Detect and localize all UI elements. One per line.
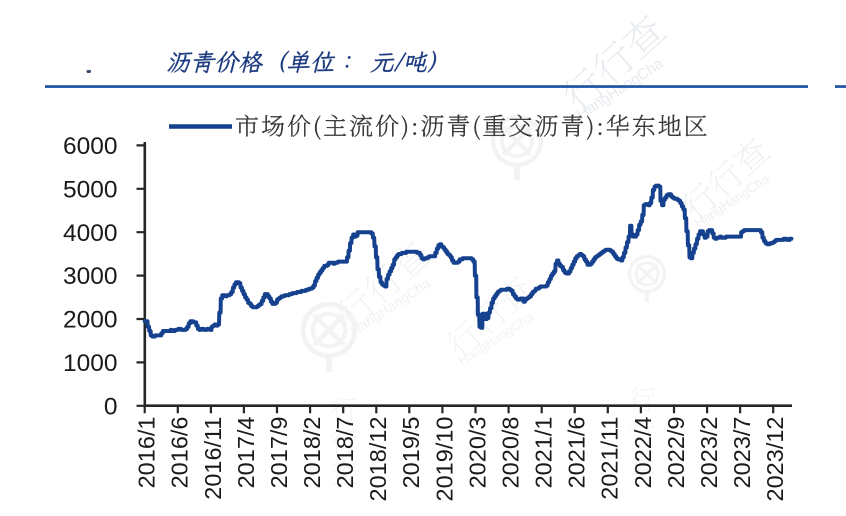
svg-text:0: 0 xyxy=(104,393,118,420)
svg-text:6000: 6000 xyxy=(63,133,118,160)
svg-text:2020/8: 2020/8 xyxy=(498,417,524,489)
svg-text:2018/7: 2018/7 xyxy=(332,417,358,489)
svg-text:2018/2: 2018/2 xyxy=(299,417,325,489)
svg-text:2023/2: 2023/2 xyxy=(696,417,722,489)
svg-text:2019/10: 2019/10 xyxy=(431,417,457,502)
svg-text:2000: 2000 xyxy=(63,307,118,334)
svg-text:2020/3: 2020/3 xyxy=(464,417,490,489)
svg-text:2022/9: 2022/9 xyxy=(663,417,689,489)
svg-text:2017/9: 2017/9 xyxy=(266,417,292,489)
svg-text:2016/6: 2016/6 xyxy=(167,417,193,489)
svg-text:2023/7: 2023/7 xyxy=(729,417,755,489)
svg-text:2022/4: 2022/4 xyxy=(630,417,656,489)
svg-text:2021/6: 2021/6 xyxy=(564,417,590,489)
svg-text:2016/1: 2016/1 xyxy=(134,417,160,489)
svg-text:2021/11: 2021/11 xyxy=(597,417,623,500)
svg-text:4000: 4000 xyxy=(63,220,118,247)
svg-text:3000: 3000 xyxy=(63,263,118,290)
svg-text:2021/1: 2021/1 xyxy=(531,417,557,489)
svg-text:1000: 1000 xyxy=(63,350,118,377)
svg-text:2023/12: 2023/12 xyxy=(762,417,788,502)
svg-text:2016/11: 2016/11 xyxy=(200,417,226,500)
svg-text:2017/4: 2017/4 xyxy=(233,417,259,489)
svg-text:2019/5: 2019/5 xyxy=(398,417,424,489)
svg-text:5000: 5000 xyxy=(63,176,118,203)
svg-text:2018/12: 2018/12 xyxy=(365,417,391,502)
